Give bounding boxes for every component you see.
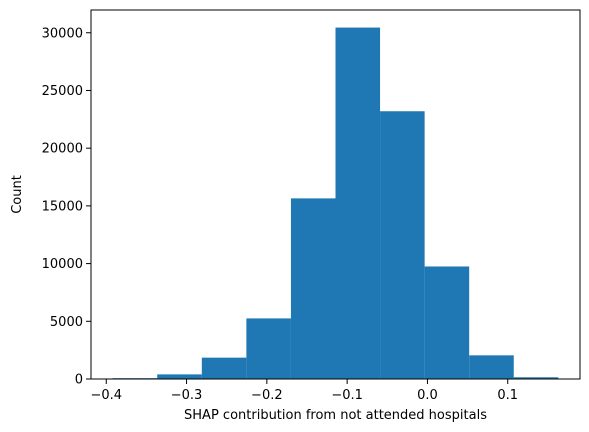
x-tick-label: 0.1 bbox=[497, 388, 518, 403]
x-axis-ticks: −0.4 −0.3 −0.2 −0.1 0.0 0.1 bbox=[90, 379, 518, 403]
histogram-bar bbox=[513, 377, 559, 379]
x-tick-label: 0.0 bbox=[417, 388, 438, 403]
y-axis-label: Count bbox=[10, 175, 25, 214]
y-axis-ticks: 0 5000 10000 15000 20000 25000 30000 bbox=[42, 26, 91, 388]
histogram-bar bbox=[246, 318, 291, 379]
y-tick-label: 30000 bbox=[42, 26, 83, 41]
histogram-bar bbox=[380, 111, 425, 379]
y-tick-label: 0 bbox=[75, 373, 83, 388]
y-tick-label: 15000 bbox=[42, 199, 83, 214]
x-axis-label: SHAP contribution from not attended hosp… bbox=[184, 408, 487, 423]
histogram-bar bbox=[335, 27, 381, 380]
x-tick-label: −0.1 bbox=[331, 388, 363, 403]
plot-frame bbox=[90, 9, 581, 380]
histogram-bar bbox=[290, 198, 336, 379]
x-tick-label: −0.4 bbox=[90, 388, 122, 403]
y-tick-label: 5000 bbox=[50, 315, 83, 330]
y-tick-label: 20000 bbox=[42, 142, 83, 157]
y-tick-label: 10000 bbox=[42, 257, 83, 272]
histogram-bar bbox=[469, 355, 514, 379]
histogram-bar bbox=[424, 266, 470, 379]
y-tick-label: 25000 bbox=[42, 84, 83, 99]
bars-group bbox=[112, 27, 559, 380]
histogram-bar bbox=[157, 374, 202, 379]
x-tick-label: −0.2 bbox=[251, 388, 283, 403]
x-tick-label: −0.3 bbox=[171, 388, 203, 403]
histogram-bar bbox=[201, 357, 247, 379]
